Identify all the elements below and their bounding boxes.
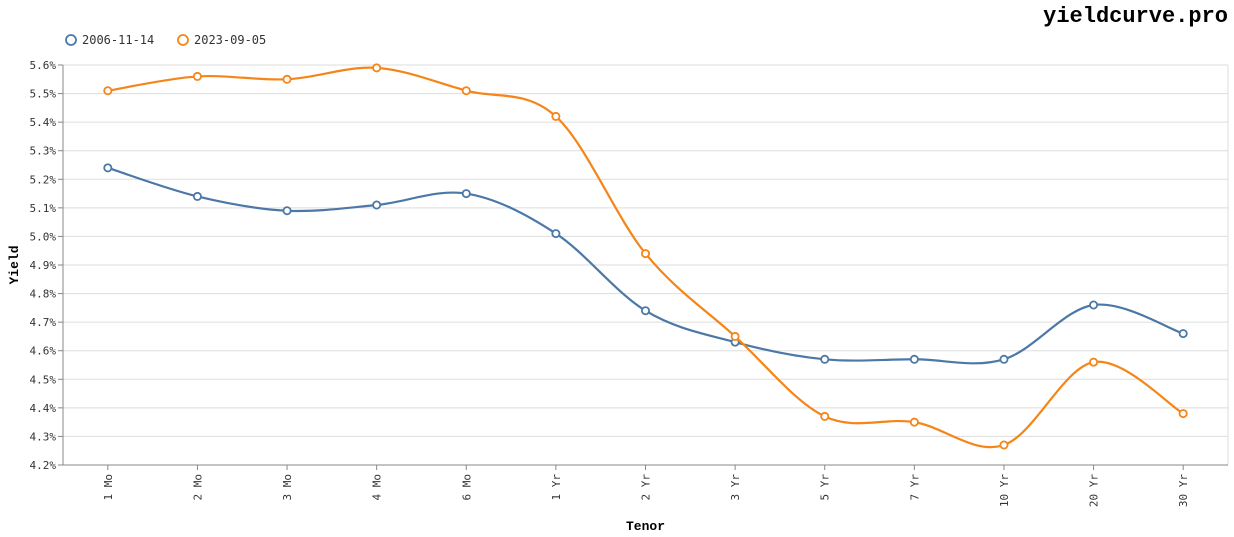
legend-label: 2006-11-14 (82, 33, 154, 47)
data-point[interactable] (103, 163, 113, 173)
x-tick-label: 7 Yr (908, 474, 921, 501)
grid-lines (63, 64, 1229, 466)
x-tick-label: 3 Mo (281, 474, 294, 501)
series-layer (103, 63, 1188, 450)
data-point[interactable] (192, 191, 202, 201)
legend: 2006-11-14 2023-09-05 (65, 33, 266, 47)
y-tick-label: 5.0% (30, 230, 57, 243)
data-point[interactable] (730, 331, 740, 341)
series-2006-11-14 (103, 163, 1188, 365)
data-point[interactable] (551, 229, 561, 239)
data-point[interactable] (641, 249, 651, 259)
y-tick-label: 4.4% (30, 402, 57, 415)
data-point[interactable] (461, 86, 471, 96)
data-point[interactable] (103, 86, 113, 96)
data-point[interactable] (282, 74, 292, 84)
data-point[interactable] (820, 354, 830, 364)
data-point[interactable] (1089, 300, 1099, 310)
data-point[interactable] (909, 354, 919, 364)
y-tick-label: 4.9% (30, 259, 57, 272)
y-tick-label: 4.6% (30, 345, 57, 358)
y-axis-title: Yield (7, 245, 22, 284)
site-brand: yieldcurve.pro (1043, 4, 1228, 29)
y-tick-label: 4.3% (30, 430, 57, 443)
x-tick-label: 6 Mo (460, 474, 473, 501)
x-axis-title: Tenor (626, 519, 665, 534)
y-tick-label: 4.5% (30, 373, 57, 386)
y-tick-label: 4.7% (30, 316, 57, 329)
x-tick-label: 1 Yr (550, 474, 563, 501)
x-tick-label: 10 Yr (998, 474, 1011, 507)
data-point[interactable] (461, 189, 471, 199)
data-point[interactable] (282, 206, 292, 216)
data-point[interactable] (641, 306, 651, 316)
data-point[interactable] (999, 354, 1009, 364)
y-tick-label: 5.3% (30, 145, 57, 158)
x-tick-label: 5 Yr (819, 474, 832, 501)
y-tick-label: 5.2% (30, 173, 57, 186)
data-point[interactable] (192, 71, 202, 81)
x-tick-label: 4 Mo (371, 474, 384, 501)
y-tick-label: 5.4% (30, 116, 57, 129)
y-tick-label: 5.1% (30, 202, 57, 215)
series-line (107, 166, 1184, 365)
data-point[interactable] (551, 111, 561, 121)
legend-label: 2023-09-05 (194, 33, 266, 47)
x-tick-label: 2 Yr (640, 474, 653, 501)
data-point[interactable] (820, 411, 830, 421)
x-tick-label: 2 Mo (191, 474, 204, 501)
data-point[interactable] (372, 200, 382, 210)
x-tick-label: 1 Mo (102, 474, 115, 501)
data-point[interactable] (372, 63, 382, 73)
x-tick-label: 20 Yr (1088, 474, 1101, 507)
legend-symbol (177, 34, 189, 46)
data-point[interactable] (909, 417, 919, 427)
x-tick-label: 3 Yr (729, 474, 742, 501)
axes: 4.2% 4.3% 4.4% 4.5% 4.6% 4.7% 4.8% 4.9% 5.0% 5.1%… (30, 59, 1228, 507)
y-tick-label: 4.2% (30, 459, 57, 472)
y-tick-label: 4.8% (30, 288, 57, 301)
y-tick-label: 5.5% (30, 88, 57, 101)
x-tick-label: 30 Yr (1177, 474, 1190, 507)
series-2023-09-05 (103, 63, 1188, 450)
data-point[interactable] (1178, 409, 1188, 419)
legend-symbol (65, 34, 77, 46)
data-point[interactable] (1178, 329, 1188, 339)
data-point[interactable] (999, 440, 1009, 450)
y-tick-label: 5.6% (30, 59, 57, 72)
data-point[interactable] (1089, 357, 1099, 367)
